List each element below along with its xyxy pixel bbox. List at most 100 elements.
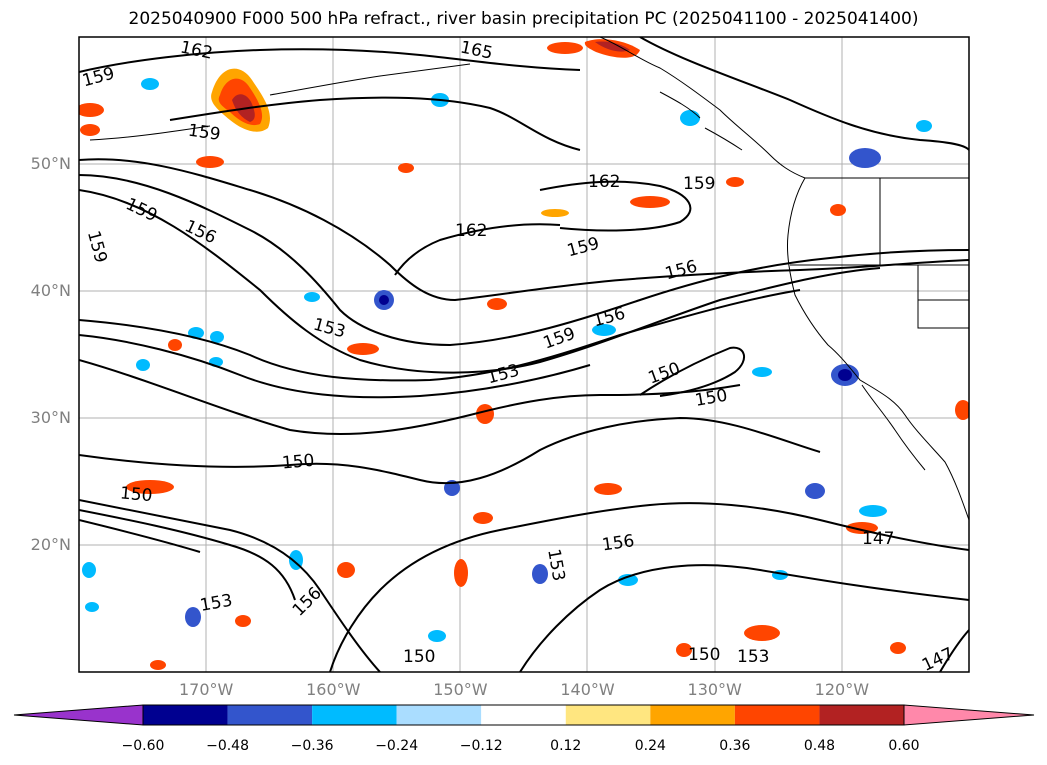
contour-line bbox=[79, 174, 969, 347]
contour-line bbox=[939, 629, 969, 672]
shade-blob bbox=[337, 562, 355, 578]
ocean-background bbox=[79, 37, 969, 672]
longitude-label: 150°W bbox=[433, 680, 488, 699]
colorbar-segments bbox=[142, 704, 905, 726]
shade-blob bbox=[398, 163, 414, 173]
map-title: 2025040900 F000 500 hPa refract., river … bbox=[128, 9, 919, 29]
colorbar-tick-label: 0.24 bbox=[634, 738, 666, 754]
shade-blob bbox=[347, 343, 379, 355]
colorbar-segment bbox=[227, 705, 313, 725]
contour-line bbox=[169, 96, 581, 151]
latitude-label: 40°N bbox=[30, 281, 71, 300]
colorbar-segment bbox=[734, 705, 820, 725]
contour-label: 147 bbox=[862, 529, 894, 549]
shade-blob bbox=[473, 512, 493, 524]
shade-blob bbox=[859, 505, 887, 517]
colorbar-segment bbox=[650, 705, 735, 725]
colorbar-segment bbox=[396, 705, 482, 725]
contour-label: 159 bbox=[187, 121, 222, 145]
colorbar-tick-label: 0.60 bbox=[888, 738, 920, 754]
shade-blob bbox=[595, 41, 630, 52]
shade-blob bbox=[304, 292, 320, 302]
shade-blob bbox=[726, 177, 744, 187]
contour-label: 150 bbox=[688, 645, 720, 665]
colorbar bbox=[13, 704, 1035, 726]
coastline-baja bbox=[861, 384, 926, 471]
shade-blob bbox=[744, 625, 780, 641]
shade-blob bbox=[82, 562, 96, 578]
colorbar-segment bbox=[312, 705, 397, 725]
shade-blob bbox=[150, 660, 166, 670]
shade-blob bbox=[849, 148, 881, 168]
contour-line bbox=[519, 564, 969, 672]
shade-blob bbox=[235, 615, 251, 627]
shade-blob bbox=[168, 339, 182, 351]
contour-line bbox=[79, 509, 296, 601]
shade-blob bbox=[79, 103, 104, 117]
colorbar-tick-label: −0.12 bbox=[459, 738, 503, 754]
longitude-label: 130°W bbox=[687, 680, 742, 699]
shade-blob bbox=[916, 120, 932, 132]
shade-blob bbox=[830, 204, 846, 216]
colorbar-tick-label: −0.24 bbox=[375, 738, 419, 754]
shade-blob bbox=[676, 643, 692, 657]
shade-blob bbox=[141, 78, 159, 90]
latitude-label: 20°N bbox=[30, 535, 71, 554]
contour-line bbox=[79, 189, 881, 374]
colorbar-tick-label: 0.36 bbox=[719, 738, 751, 754]
contour-line bbox=[79, 289, 801, 382]
contour-line bbox=[639, 346, 745, 397]
contour-label: 156 bbox=[601, 531, 636, 555]
shade-blob bbox=[618, 574, 638, 586]
colorbar-tick-label: −0.36 bbox=[290, 738, 334, 754]
contour-label: 153 bbox=[737, 647, 769, 667]
shade-blob bbox=[547, 42, 583, 54]
shade-blob bbox=[955, 400, 969, 420]
longitude-label: 120°W bbox=[814, 680, 870, 699]
contour-label: 150 bbox=[119, 483, 153, 506]
shade-blob bbox=[805, 483, 825, 499]
colorbar-tick-label: −0.60 bbox=[121, 738, 165, 754]
map-frame bbox=[78, 36, 970, 673]
shade-blob bbox=[454, 559, 468, 587]
shade-blob bbox=[541, 209, 569, 217]
coastline-aleutians bbox=[89, 63, 471, 141]
shade-blob bbox=[80, 124, 100, 136]
contour-line bbox=[79, 158, 969, 302]
shade-blob bbox=[476, 404, 494, 424]
latitude-label: 50°N bbox=[30, 154, 71, 173]
longitude-label: 160°W bbox=[306, 680, 361, 699]
shade-blob bbox=[752, 367, 772, 377]
shade-blob bbox=[126, 480, 174, 494]
coastline-north-america bbox=[599, 37, 969, 521]
colorbar-extend-low bbox=[13, 704, 144, 726]
coastline-islands bbox=[659, 91, 743, 151]
shade-blob bbox=[185, 607, 201, 627]
contour-line bbox=[79, 334, 591, 399]
shade-blob bbox=[592, 324, 616, 336]
shade-blob bbox=[890, 642, 906, 654]
shade-blob bbox=[85, 602, 99, 612]
contour-line bbox=[79, 48, 581, 73]
shade-blob bbox=[630, 196, 670, 208]
shade-blob bbox=[487, 298, 507, 310]
contour-line bbox=[329, 502, 969, 672]
contour-line bbox=[79, 359, 741, 436]
colorbar-segment bbox=[819, 705, 904, 725]
colorbar-extend-high bbox=[903, 704, 1035, 726]
contour-label: 150 bbox=[281, 451, 315, 474]
contour-line bbox=[539, 180, 692, 232]
colorbar-tick-label: 0.12 bbox=[550, 738, 582, 754]
shade-blob bbox=[532, 564, 548, 584]
shade-blob bbox=[838, 369, 852, 381]
shade-blob bbox=[594, 483, 622, 495]
contour-line bbox=[639, 37, 969, 151]
map-area: 162 165 159 159 156 159 159 162 162 159 … bbox=[79, 37, 969, 672]
colorbar-segment bbox=[481, 705, 566, 725]
longitude-label: 140°W bbox=[560, 680, 615, 699]
shade-blob bbox=[196, 156, 224, 168]
shade-blob bbox=[379, 295, 389, 305]
contour-label: 150 bbox=[403, 647, 435, 667]
contour-label: 162 bbox=[455, 221, 487, 241]
colorbar-tick-label: 0.48 bbox=[803, 738, 836, 754]
